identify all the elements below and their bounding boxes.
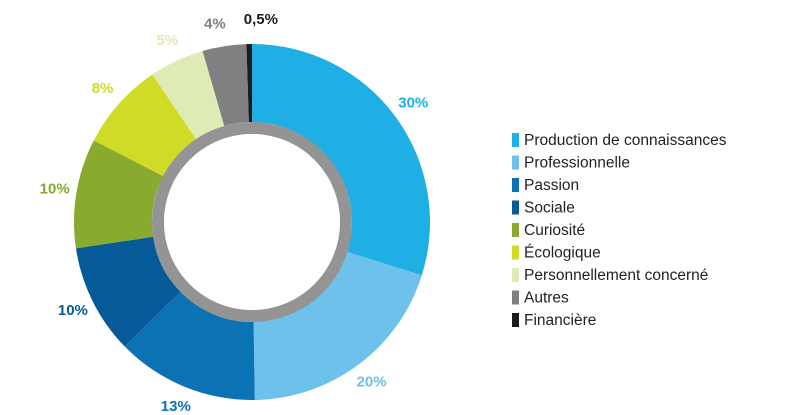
data-label: 8% [92, 80, 114, 97]
legend-swatch [512, 313, 519, 327]
legend-label: Financière [524, 312, 596, 329]
legend-swatch [512, 290, 519, 305]
legend-swatch [512, 245, 519, 260]
legend-label: Autres [524, 290, 569, 307]
data-label: 0,5% [244, 11, 278, 28]
slice [75, 236, 181, 347]
legend-swatch [512, 133, 519, 147]
legend-swatch [512, 268, 519, 282]
slice [246, 44, 252, 123]
legend-swatch [512, 223, 519, 237]
legend-label: Professionnelle [524, 155, 630, 172]
slice [152, 50, 225, 140]
slice [202, 44, 249, 126]
legend-label: Production de connaissances [524, 132, 727, 149]
hole [164, 134, 340, 310]
slice [93, 74, 197, 177]
data-label: 13% [161, 398, 191, 415]
legend-label: Écologique [524, 245, 601, 262]
slice [74, 140, 164, 249]
data-label: 5% [156, 32, 178, 49]
legend-label: Curiosité [524, 222, 585, 239]
slice [124, 291, 255, 401]
legend-label: Passion [524, 177, 579, 194]
data-label: 10% [58, 302, 88, 319]
data-label: 4% [204, 15, 226, 32]
data-label: 20% [357, 373, 387, 390]
slice [253, 252, 422, 400]
legend-label: Personnellement concerné [524, 267, 708, 284]
legend-swatch [512, 178, 519, 192]
legend-swatch [512, 200, 519, 215]
legend-swatch [512, 155, 519, 170]
data-label: 30% [398, 95, 428, 112]
legend-label: Sociale [524, 200, 575, 217]
inner-ring [152, 122, 352, 322]
slice [252, 44, 430, 276]
data-label: 10% [40, 180, 70, 197]
